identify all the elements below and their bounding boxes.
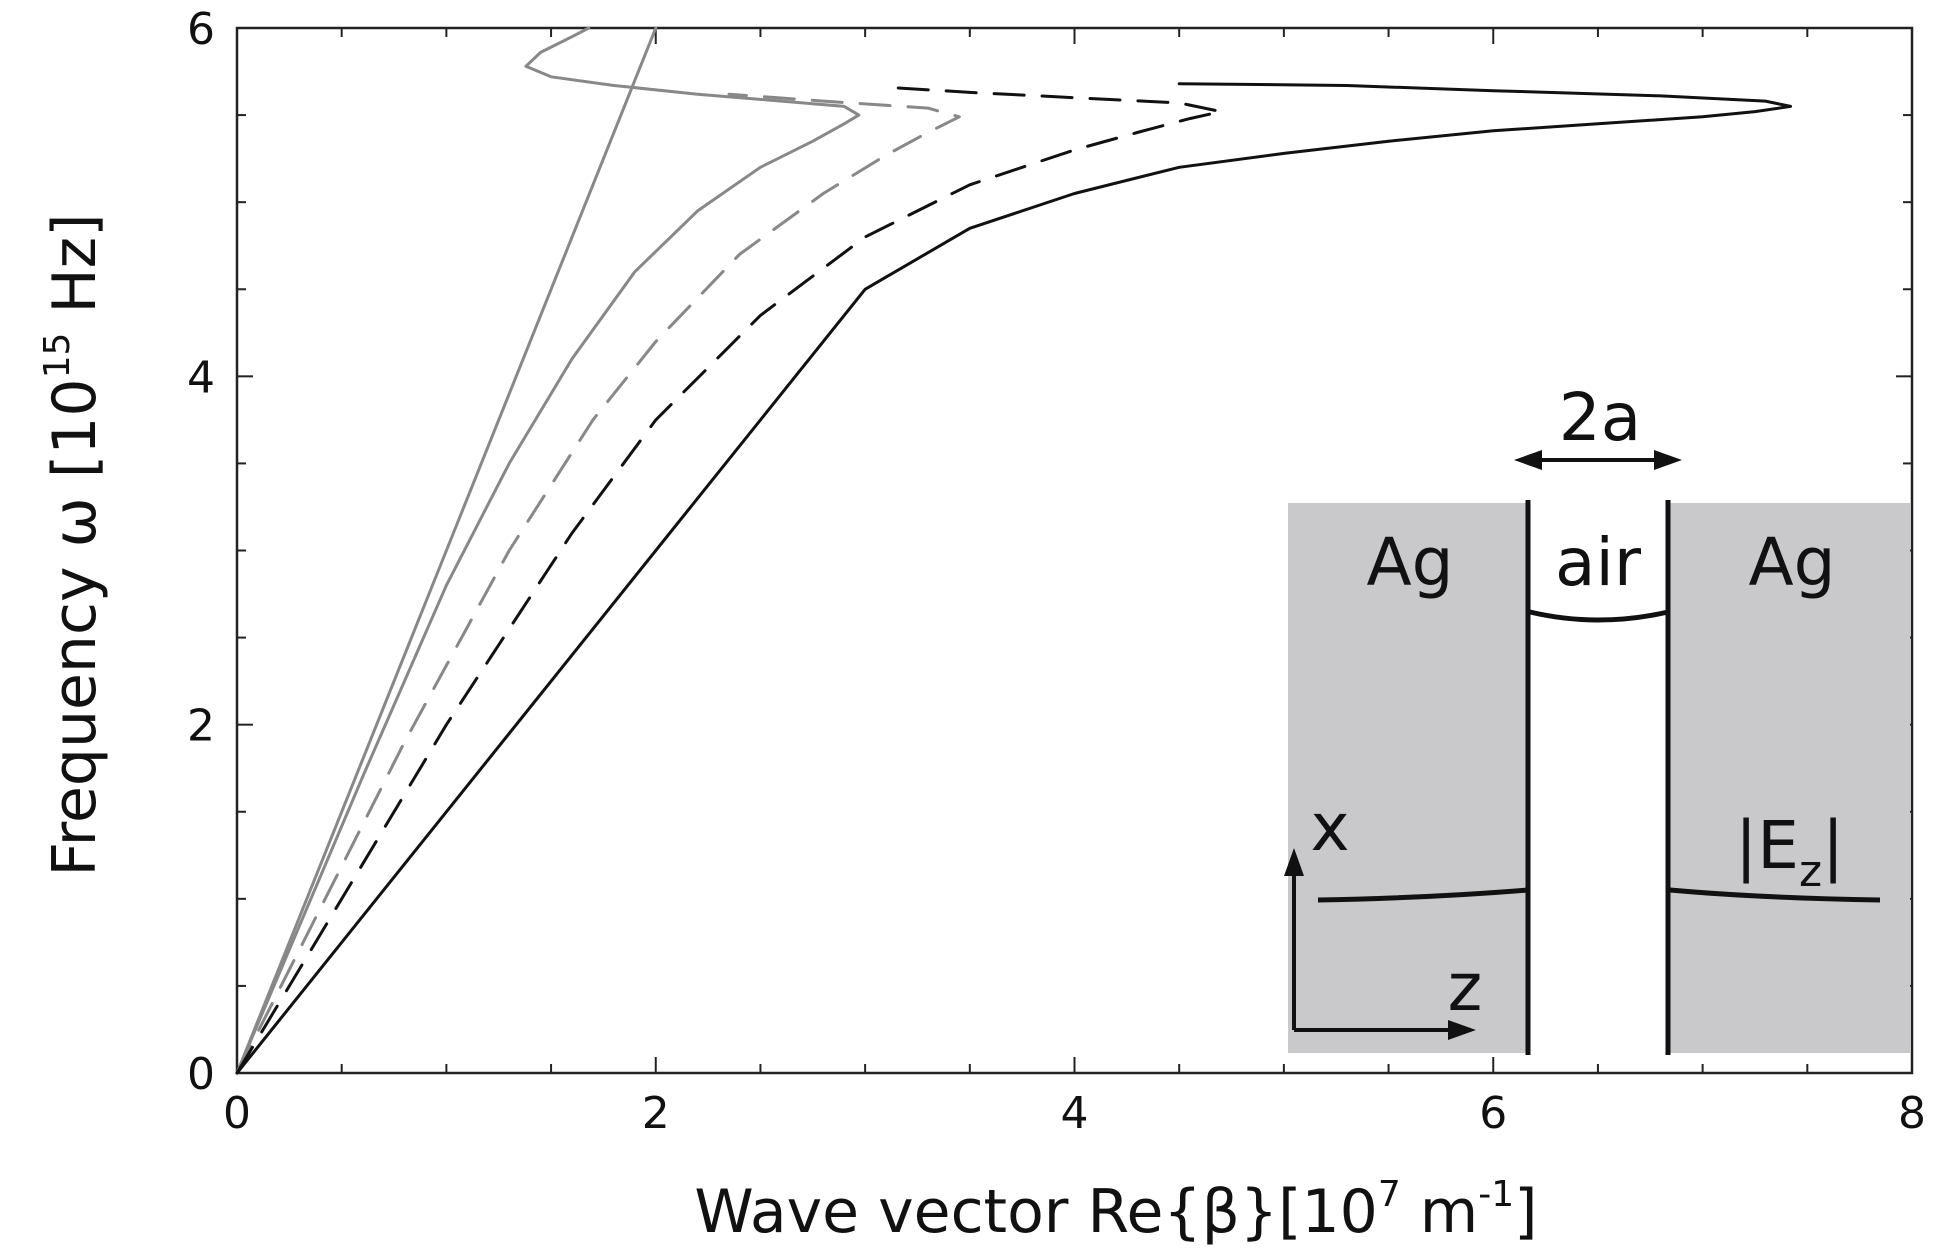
dispersion-curves (235, 26, 1793, 1075)
waveguide-inset: Ag air Ag 2a x z |Ez| (1284, 379, 1910, 1055)
x-axis-title-main: Wave vector Re{β}[10 (694, 1177, 1377, 1247)
dispersion-curve-1 (235, 26, 658, 1075)
y-axis-title: Frequency ω [1015 Hz] (37, 213, 110, 876)
inset-x-label: x (1310, 789, 1349, 866)
inset-field-profile-right (1669, 887, 1881, 903)
x-axis-title-end: ] (1514, 1177, 1537, 1247)
inset-field-label-end: | (1822, 807, 1844, 884)
dispersion-curve-3 (235, 92, 961, 1075)
inset-right-metal (1670, 503, 1910, 1053)
inset-z-label: z (1448, 949, 1483, 1026)
x-tick-label: 4 (1061, 1088, 1089, 1139)
x-tick-label: 6 (1479, 1088, 1507, 1139)
dispersion-curve-4 (235, 85, 1223, 1075)
x-tick-label: 2 (642, 1088, 670, 1139)
inset-field-label-sub: z (1799, 846, 1822, 897)
inset-left-label: Ag (1366, 524, 1453, 601)
inset-left-metal (1288, 503, 1528, 1053)
inset-field-profile-left (1317, 887, 1529, 903)
inset-gap-arrow-left-head (1514, 450, 1542, 470)
y-tick-label: 6 (187, 4, 215, 55)
inset-field-label-main: |E (1735, 807, 1799, 884)
x-axis-title-mid: m (1401, 1177, 1479, 1247)
x-tick-label: 0 (223, 1088, 251, 1139)
inset-x-axis-arrow-head (1284, 848, 1304, 876)
inset-right-label: Ag (1748, 524, 1835, 601)
inset-center-label: air (1555, 524, 1642, 601)
tick-labels: 0 2 4 6 8 0 2 4 6 (187, 4, 1926, 1139)
dispersion-curve-2 (235, 26, 861, 1075)
inset-field-profile-center (1529, 609, 1669, 623)
y-tick-label: 2 (187, 701, 215, 752)
plot-frame (235, 26, 1914, 1075)
x-axis-title-sup2: -1 (1478, 1174, 1514, 1215)
inset-field-label: |Ez| (1735, 807, 1844, 897)
y-axis-title-end: Hz] (40, 213, 110, 332)
inset-gap-arrow-right-head (1654, 450, 1682, 470)
inset-z-axis-arrow-head (1448, 1020, 1476, 1040)
x-axis-title-sup1: 7 (1378, 1174, 1401, 1215)
y-axis-title-sup: 15 (37, 333, 78, 379)
x-tick-label: 8 (1898, 1088, 1926, 1139)
y-axis-title-main: Frequency ω [10 (40, 378, 110, 876)
x-axis-title: Wave vector Re{β}[107 m-1] (694, 1174, 1537, 1247)
inset-gap-label: 2a (1559, 379, 1641, 456)
axis-ticks (236, 27, 1913, 1074)
y-tick-label: 4 (187, 352, 215, 403)
dispersion-curve-5 (235, 82, 1793, 1075)
y-tick-label: 0 (187, 1049, 215, 1100)
